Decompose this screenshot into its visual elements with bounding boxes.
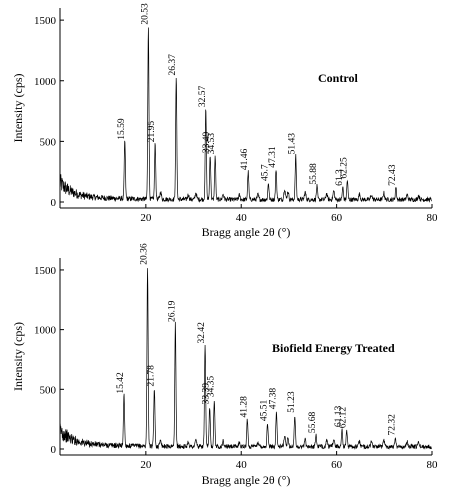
- peak-label: 51.43: [288, 133, 298, 155]
- peak-label: 20.36: [140, 243, 150, 265]
- x-tick-label: 40: [236, 212, 248, 224]
- y-tick-label: 1000: [34, 325, 57, 337]
- y-tick-label: 1000: [34, 76, 57, 88]
- peak-label: 15.42: [116, 372, 126, 394]
- y-tick-label: 0: [51, 444, 57, 456]
- x-tick-label: 80: [427, 459, 439, 471]
- panel-title: Biofield Energy Treated: [272, 341, 395, 355]
- peak-label: 51.23: [287, 391, 297, 413]
- peak-label: 47.38: [268, 388, 278, 410]
- x-tick-label: 60: [331, 212, 343, 224]
- y-tick-label: 1500: [34, 265, 57, 277]
- x-tick-label: 20: [140, 212, 152, 224]
- xrd-pattern-line: [59, 27, 432, 203]
- peak-label: 41.28: [239, 396, 249, 418]
- y-tick-label: 500: [40, 384, 57, 396]
- x-tick-label: 20: [140, 459, 152, 471]
- x-axis-title: Bragg angle 2θ (°): [202, 473, 291, 487]
- peak-label: 62.12: [339, 407, 349, 429]
- peak-label: 20.53: [140, 3, 150, 25]
- x-tick-label: 80: [427, 212, 439, 224]
- x-axis-title: Bragg angle 2θ (°): [202, 225, 291, 239]
- y-tick-label: 500: [40, 136, 57, 148]
- peak-label: 32.57: [198, 85, 208, 107]
- peak-label: 32.42: [197, 322, 207, 344]
- peak-label: 47.31: [268, 146, 278, 168]
- peak-label: 61.3: [335, 169, 345, 186]
- peak-label: 33.39: [202, 383, 212, 405]
- y-tick-label: 1500: [34, 15, 57, 27]
- peak-label: 33.49: [202, 132, 212, 154]
- xrd-panel-control: 0 500 1000 1500 20 40 60 80 Bragg angle 2θ (°) In…: [11, 3, 438, 239]
- peak-label: 21.78: [146, 365, 156, 387]
- xrd-panel-treated: 0 500 1000 1500 20 40 60 80 Bragg angle 2θ (°) In…: [11, 243, 438, 487]
- peak-label: 34.35: [206, 376, 216, 398]
- peak-label: 45.7: [260, 164, 270, 181]
- peak-label: 62.25: [339, 157, 349, 179]
- panel-title: Control: [318, 71, 358, 85]
- peak-label: 45.51: [260, 400, 270, 422]
- peak-label: 55.68: [308, 411, 318, 433]
- peak-label: 55.88: [309, 163, 319, 185]
- peak-label: 72.32: [387, 414, 397, 436]
- peak-label: 21.95: [147, 121, 157, 143]
- y-tick-label: 0: [51, 197, 57, 209]
- peak-label: 26.19: [167, 300, 177, 322]
- peak-label: 61.13: [334, 405, 344, 427]
- y-axis-title: Intensity (cps): [11, 74, 25, 143]
- xrd-pattern-line: [59, 268, 432, 450]
- peak-label: 72.43: [388, 164, 398, 186]
- peak-label: 15.59: [117, 118, 127, 140]
- peak-label: 26.37: [168, 54, 178, 76]
- peak-label: 41.46: [240, 148, 250, 170]
- x-tick-label: 40: [236, 459, 248, 471]
- y-axis-title: Intensity (cps): [11, 322, 25, 391]
- peak-label: 34.53: [207, 133, 217, 155]
- x-tick-label: 60: [331, 459, 343, 471]
